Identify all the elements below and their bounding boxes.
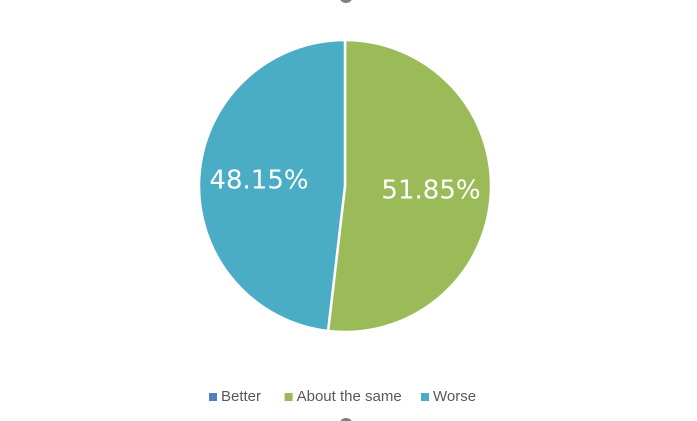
legend-label: About the same bbox=[297, 388, 402, 405]
data-label: 51.85% bbox=[381, 176, 480, 206]
pie-slice bbox=[326, 38, 493, 334]
legend-label: Worse bbox=[433, 388, 476, 405]
resize-handle[interactable] bbox=[339, 0, 353, 3]
pie-slice bbox=[197, 38, 347, 333]
data-label: 48.15% bbox=[209, 165, 308, 195]
legend-marker bbox=[284, 393, 293, 401]
resize-handle[interactable] bbox=[339, 418, 353, 421]
legend-label: Better bbox=[221, 388, 261, 405]
legend-marker bbox=[209, 393, 217, 401]
legend-marker bbox=[421, 393, 429, 401]
